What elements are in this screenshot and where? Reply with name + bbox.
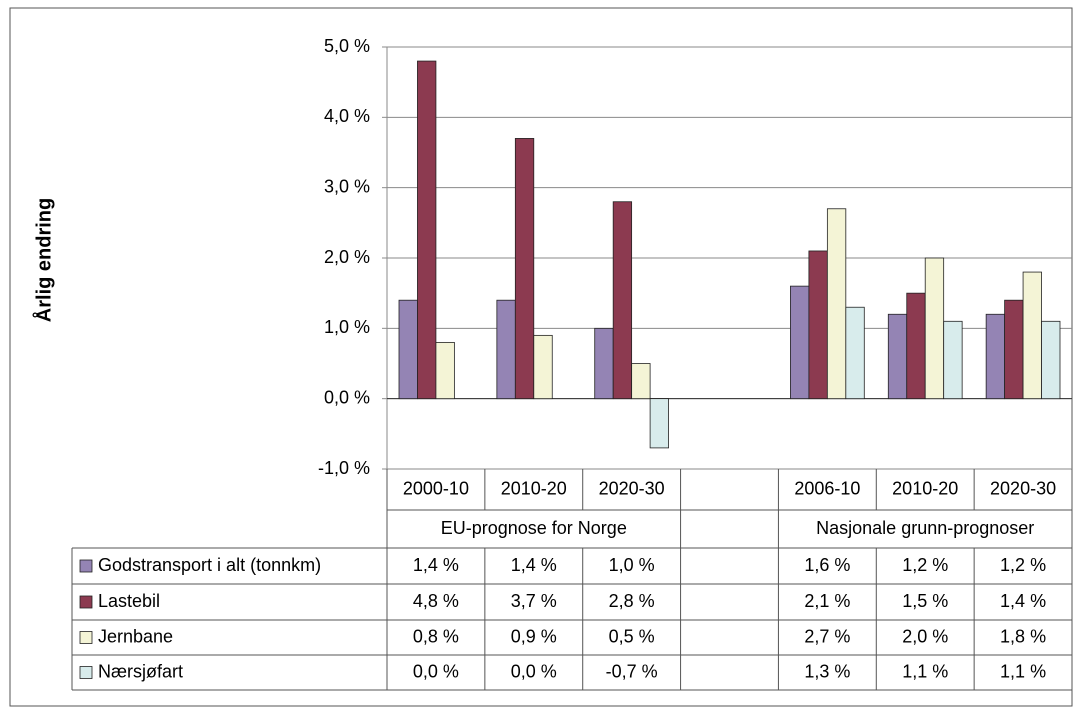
table-value: 2,8 % (609, 591, 655, 611)
bar (985, 313, 1006, 400)
table-value: 1,6 % (804, 555, 850, 575)
bar (1022, 271, 1042, 400)
table-value: 1,4 % (413, 555, 459, 575)
y-tick-label: 5,0 % (324, 36, 370, 56)
legend-swatch (79, 631, 93, 644)
table-value: 1,4 % (1000, 591, 1046, 611)
table-value: 1,5 % (902, 591, 948, 611)
table-value: 1,3 % (804, 661, 850, 681)
bar (1004, 299, 1024, 400)
bar (631, 363, 651, 400)
y-tick-label: 1,0 % (324, 317, 370, 337)
table-value: 1,1 % (902, 661, 948, 681)
legend-swatch (79, 559, 93, 573)
bar (924, 257, 945, 400)
table-value: 1,1 % (1000, 661, 1046, 681)
table-value: 1,0 % (609, 555, 655, 575)
table-value: 2,0 % (902, 626, 948, 646)
bar (943, 320, 963, 400)
bar (649, 398, 669, 449)
legend-swatch (79, 595, 93, 609)
bar (906, 292, 926, 400)
x-tick-label: 2000-10 (403, 478, 469, 498)
bar (435, 341, 455, 400)
legend-label: Godstransport i alt (tonnkm) (98, 555, 321, 575)
bar (496, 299, 516, 400)
table-value: -0,7 % (606, 661, 658, 681)
legend-label: Jernbane (98, 626, 173, 646)
bar (594, 327, 614, 400)
table-value: 0,8 % (413, 626, 459, 646)
bar (533, 334, 553, 400)
table-value: 2,7 % (804, 626, 850, 646)
table-value: 2,1 % (804, 591, 850, 611)
bar (612, 201, 633, 400)
bar (417, 60, 437, 400)
table-value: 0,5 % (609, 626, 655, 646)
x-tick-label: 2010-20 (892, 478, 958, 498)
table-value: 1,4 % (511, 555, 557, 575)
bar (887, 313, 908, 400)
table-value: 1,2 % (902, 555, 948, 575)
x-tick-label: 2010-20 (501, 478, 567, 498)
y-tick-label: -1,0 % (318, 458, 370, 478)
bar (514, 138, 535, 400)
table-value: 1,8 % (1000, 626, 1046, 646)
y-tick-label: 4,0 % (324, 106, 370, 126)
group-label: EU-prognose for Norge (441, 518, 627, 538)
legend-swatch (79, 666, 93, 679)
legend-label: Lastebil (98, 591, 160, 611)
table-value: 1,2 % (1000, 555, 1046, 575)
y-tick-label: 2,0 % (324, 247, 370, 267)
bar (790, 285, 810, 400)
bar (845, 306, 865, 400)
table-value: 0,0 % (511, 661, 557, 681)
bar (808, 250, 828, 400)
bar (1041, 320, 1061, 400)
bar (826, 208, 847, 400)
bar (398, 299, 418, 400)
legend-label: Nærsjøfart (98, 661, 183, 681)
x-tick-label: 2020-30 (599, 478, 665, 498)
table-value: 0,0 % (413, 661, 459, 681)
table-value: 0,9 % (511, 626, 557, 646)
x-tick-label: 2006-10 (794, 478, 860, 498)
y-tick-label: 0,0 % (324, 387, 370, 407)
group-label: Nasjonale grunn-prognoser (816, 518, 1034, 538)
y-tick-label: 3,0 % (324, 176, 370, 196)
table-value: 3,7 % (511, 591, 557, 611)
y-axis-title: Årlig endring (31, 198, 55, 322)
x-tick-label: 2020-30 (990, 478, 1056, 498)
table-value: 4,8 % (413, 591, 459, 611)
